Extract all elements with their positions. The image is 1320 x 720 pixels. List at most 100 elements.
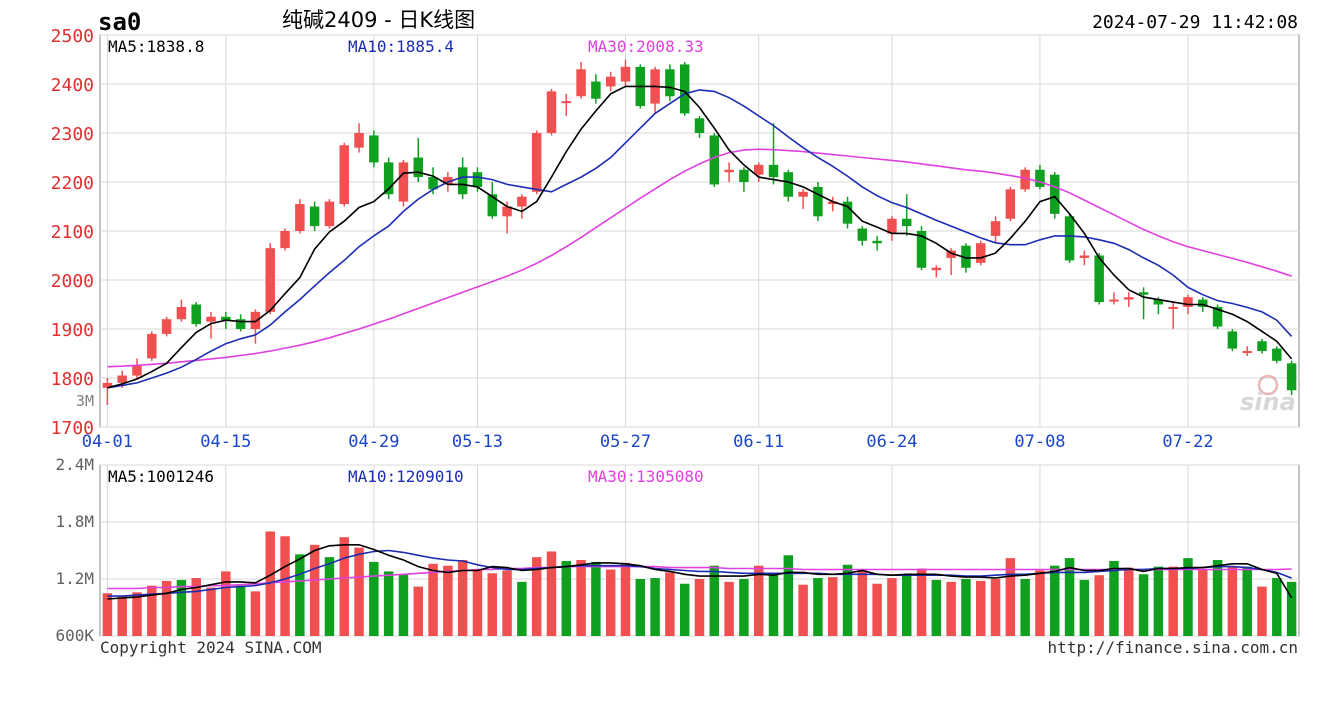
candle-body bbox=[739, 169, 749, 182]
candle-body bbox=[694, 118, 705, 133]
volume-bar bbox=[1035, 570, 1045, 636]
candle bbox=[383, 157, 394, 200]
volume-bar bbox=[161, 580, 172, 636]
candle bbox=[191, 302, 201, 327]
price-tick-label: 1700 bbox=[51, 418, 94, 439]
candle-body bbox=[487, 194, 498, 217]
candle-body bbox=[605, 76, 616, 87]
candle bbox=[132, 358, 142, 378]
volume-axis-tag: 3M bbox=[76, 392, 94, 410]
volume-bar bbox=[517, 581, 527, 636]
candle-body bbox=[354, 133, 364, 148]
volume-bar bbox=[221, 571, 231, 636]
volume-bar-series bbox=[102, 531, 1297, 636]
candle bbox=[665, 64, 675, 102]
volume-bar bbox=[1272, 578, 1282, 636]
date-tick-label: 05-13 bbox=[452, 432, 503, 452]
candle bbox=[413, 137, 423, 182]
candle bbox=[1168, 302, 1178, 329]
volume-bar bbox=[147, 585, 157, 636]
volume-bar bbox=[265, 531, 275, 636]
volume-bar bbox=[339, 537, 349, 636]
candle bbox=[398, 159, 409, 207]
volume-ma5-line bbox=[107, 543, 1293, 600]
candle-body bbox=[280, 231, 290, 249]
candle-body bbox=[931, 267, 942, 271]
volume-moving-average-lines bbox=[107, 543, 1293, 600]
ma10-line bbox=[107, 89, 1293, 389]
volume-bar bbox=[546, 551, 557, 636]
date-tick-label: 06-11 bbox=[733, 432, 784, 452]
candle-body bbox=[221, 316, 231, 321]
volume-bar bbox=[443, 565, 453, 636]
volume-bar bbox=[665, 572, 675, 636]
candle-body bbox=[576, 69, 586, 97]
candle-body bbox=[1020, 169, 1030, 190]
price-grid bbox=[100, 34, 1299, 428]
price-tick-label: 2300 bbox=[51, 124, 94, 145]
volume-bar bbox=[1153, 566, 1164, 636]
volume-bar bbox=[591, 561, 601, 636]
candle bbox=[576, 61, 586, 99]
price-tick-label: 2500 bbox=[51, 26, 94, 47]
candle bbox=[857, 226, 868, 246]
volume-bar bbox=[620, 562, 631, 636]
volume-bar bbox=[324, 557, 335, 636]
candle bbox=[235, 314, 246, 332]
volume-bar bbox=[976, 580, 986, 636]
volume-ma10-line bbox=[107, 549, 1292, 597]
volume-bar bbox=[191, 578, 201, 636]
date-axis-labels: 04-01 04-15 04-29 05-13 05-27 06-11 06-24 07-08… bbox=[82, 432, 1214, 452]
volume-bar bbox=[635, 579, 646, 636]
watermark-text: sina bbox=[1240, 388, 1296, 416]
candle-body bbox=[413, 157, 423, 178]
volume-bar bbox=[1020, 579, 1030, 636]
candle-body bbox=[1168, 306, 1178, 309]
candle-body bbox=[206, 316, 216, 322]
candle-body bbox=[561, 101, 572, 104]
candle-body bbox=[842, 201, 853, 224]
candle-body bbox=[1183, 297, 1193, 307]
volume-bar bbox=[798, 584, 808, 636]
volume-tick-label: 1.2M bbox=[55, 569, 94, 588]
date-tick-label: 04-29 bbox=[348, 432, 399, 452]
volume-bar bbox=[531, 557, 542, 636]
candle bbox=[1138, 287, 1149, 320]
candle bbox=[813, 182, 823, 222]
volume-bar bbox=[235, 585, 246, 636]
candle bbox=[605, 71, 616, 92]
candle bbox=[546, 88, 557, 136]
chart-title: 纯碱2409 - 日K线图 bbox=[282, 8, 475, 32]
candle-body bbox=[502, 206, 512, 217]
volume-bar bbox=[1138, 574, 1149, 636]
candle bbox=[1109, 292, 1119, 305]
candle bbox=[768, 123, 779, 185]
candle-body bbox=[250, 311, 261, 329]
candle-body bbox=[147, 333, 157, 359]
volume-bar bbox=[561, 560, 572, 636]
volume-bar bbox=[250, 591, 261, 636]
legend-ma30: MA30:2008.33 bbox=[588, 37, 704, 56]
date-tick-label: 06-24 bbox=[866, 432, 917, 452]
price-tick-label: 2200 bbox=[51, 173, 94, 194]
candle-body bbox=[531, 133, 542, 192]
candle-body bbox=[472, 172, 483, 187]
volume-bar bbox=[827, 577, 838, 636]
volume-bar bbox=[961, 579, 971, 636]
candle bbox=[990, 216, 1001, 244]
candle bbox=[339, 142, 349, 207]
candle-body bbox=[1005, 189, 1016, 219]
volume-bar bbox=[369, 561, 379, 636]
candle-body bbox=[1109, 299, 1119, 302]
volume-bar bbox=[457, 560, 468, 636]
volume-bar bbox=[1124, 567, 1134, 636]
volume-bar bbox=[1242, 566, 1252, 636]
price-tick-label: 2400 bbox=[51, 75, 94, 96]
source-link[interactable]: http://finance.sina.com.cn bbox=[1048, 638, 1298, 657]
candle-body bbox=[768, 164, 779, 178]
candle bbox=[931, 265, 942, 278]
candle-body bbox=[1257, 341, 1267, 352]
candle bbox=[872, 235, 882, 251]
candle-body bbox=[1064, 216, 1075, 261]
